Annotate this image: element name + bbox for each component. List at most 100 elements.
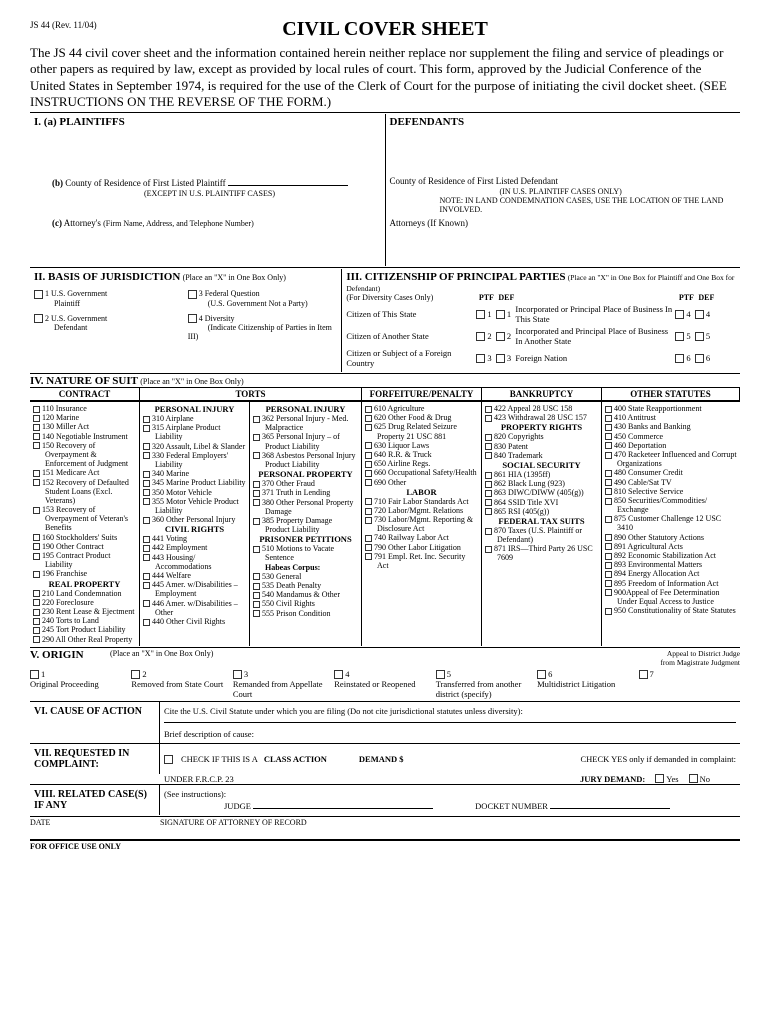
checkbox[interactable]	[143, 416, 150, 423]
checkbox[interactable]	[605, 516, 612, 523]
checkbox[interactable]	[496, 310, 505, 319]
checkbox[interactable]	[253, 601, 260, 608]
checkbox[interactable]	[485, 508, 492, 515]
checkbox[interactable]	[365, 470, 372, 477]
checkbox[interactable]	[605, 433, 612, 440]
checkbox[interactable]	[485, 443, 492, 450]
checkbox[interactable]	[605, 562, 612, 569]
checkbox[interactable]	[605, 488, 612, 495]
checkbox[interactable]	[365, 479, 372, 486]
checkbox[interactable]	[253, 452, 260, 459]
checkbox[interactable]	[605, 608, 612, 615]
checkbox[interactable]	[485, 434, 492, 441]
checkbox[interactable]	[675, 354, 684, 363]
checkbox[interactable]	[496, 332, 505, 341]
checkbox[interactable]	[33, 618, 40, 625]
checkbox[interactable]	[253, 518, 260, 525]
checkbox[interactable]	[30, 670, 39, 679]
checkbox[interactable]	[485, 472, 492, 479]
checkbox[interactable]	[496, 354, 505, 363]
checkbox[interactable]	[365, 424, 372, 431]
checkbox[interactable]	[695, 354, 704, 363]
checkbox[interactable]	[33, 406, 40, 413]
checkbox[interactable]	[143, 425, 150, 432]
checkbox[interactable]	[143, 471, 150, 478]
checkbox[interactable]	[605, 571, 612, 578]
checkbox[interactable]	[605, 553, 612, 560]
checkbox[interactable]	[33, 479, 40, 486]
checkbox[interactable]	[485, 481, 492, 488]
checkbox[interactable]	[33, 590, 40, 597]
checkbox[interactable]	[365, 544, 372, 551]
checkbox[interactable]	[605, 580, 612, 587]
checkbox[interactable]	[334, 670, 343, 679]
checkbox[interactable]	[365, 535, 372, 542]
checkbox[interactable]	[33, 470, 40, 477]
checkbox[interactable]	[188, 290, 197, 299]
checkbox[interactable]	[485, 452, 492, 459]
checkbox[interactable]	[143, 452, 150, 459]
checkbox[interactable]	[33, 442, 40, 449]
checkbox[interactable]	[143, 545, 150, 552]
checkbox[interactable]	[33, 543, 40, 550]
checkbox[interactable]	[365, 452, 372, 459]
checkbox[interactable]	[476, 332, 485, 341]
checkbox[interactable]	[253, 573, 260, 580]
checkbox[interactable]	[485, 406, 492, 413]
docket-input[interactable]	[550, 799, 670, 809]
checkbox[interactable]	[33, 507, 40, 514]
checkbox[interactable]	[253, 592, 260, 599]
checkbox[interactable]	[436, 670, 445, 679]
checkbox[interactable]	[143, 480, 150, 487]
checkbox[interactable]	[675, 332, 684, 341]
checkbox[interactable]	[605, 589, 612, 596]
checkbox[interactable]	[33, 571, 40, 578]
checkbox[interactable]	[365, 508, 372, 515]
checkbox[interactable]	[365, 406, 372, 413]
checkbox[interactable]	[143, 619, 150, 626]
checkbox[interactable]	[253, 490, 260, 497]
checkbox[interactable]	[33, 415, 40, 422]
checkbox[interactable]	[365, 415, 372, 422]
checkbox[interactable]	[233, 670, 242, 679]
class-action-checkbox[interactable]	[164, 755, 173, 764]
checkbox[interactable]	[365, 498, 372, 505]
checkbox[interactable]	[537, 670, 546, 679]
checkbox[interactable]	[34, 314, 43, 323]
checkbox[interactable]	[143, 536, 150, 543]
checkbox[interactable]	[143, 582, 150, 589]
checkbox[interactable]	[33, 627, 40, 634]
checkbox[interactable]	[605, 415, 612, 422]
checkbox[interactable]	[33, 433, 40, 440]
checkbox[interactable]	[605, 452, 612, 459]
checkbox[interactable]	[143, 443, 150, 450]
checkbox[interactable]	[605, 534, 612, 541]
checkbox[interactable]	[476, 354, 485, 363]
checkbox[interactable]	[365, 442, 372, 449]
checkbox[interactable]	[605, 543, 612, 550]
checkbox[interactable]	[485, 415, 492, 422]
checkbox[interactable]	[253, 610, 260, 617]
checkbox[interactable]	[675, 310, 684, 319]
checkbox[interactable]	[33, 424, 40, 431]
checkbox[interactable]	[485, 546, 492, 553]
checkbox[interactable]	[253, 416, 260, 423]
checkbox[interactable]	[143, 517, 150, 524]
checkbox[interactable]	[476, 310, 485, 319]
checkbox[interactable]	[143, 554, 150, 561]
checkbox[interactable]	[33, 599, 40, 606]
plaintiff-county-input[interactable]	[228, 176, 348, 186]
checkbox[interactable]	[605, 498, 612, 505]
checkbox[interactable]	[253, 434, 260, 441]
checkbox[interactable]	[695, 310, 704, 319]
checkbox[interactable]	[33, 636, 40, 643]
checkbox[interactable]	[33, 534, 40, 541]
checkbox[interactable]	[188, 314, 197, 323]
checkbox[interactable]	[143, 573, 150, 580]
checkbox[interactable]	[253, 481, 260, 488]
checkbox[interactable]	[143, 489, 150, 496]
checkbox[interactable]	[605, 406, 612, 413]
checkbox[interactable]	[33, 609, 40, 616]
checkbox[interactable]	[253, 583, 260, 590]
checkbox[interactable]	[253, 546, 260, 553]
